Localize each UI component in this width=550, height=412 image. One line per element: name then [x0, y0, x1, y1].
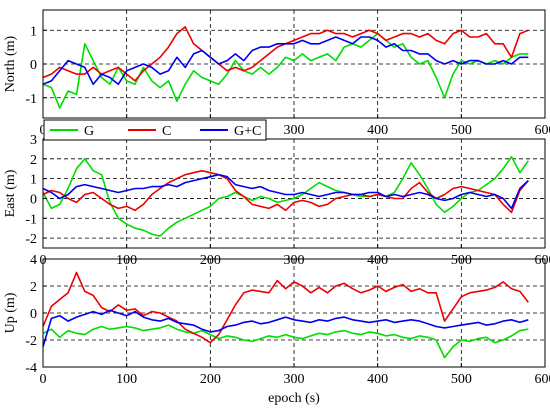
panel-1-ylabel: North (m) [3, 35, 18, 92]
panel-1-xtick-label: 600 [535, 123, 550, 138]
legend-label-g: G [84, 124, 94, 139]
panel-2-xtick-label: 600 [535, 253, 550, 268]
panel-1-xtick-label: 0 [40, 123, 47, 138]
panel-3-xtick-label: 500 [451, 372, 472, 387]
panel-1-xtick-label: 300 [284, 123, 305, 138]
panel-1-series-g [42, 32, 529, 109]
legend-label-c: C [162, 124, 171, 139]
legend-label-gplusc: G+C [234, 124, 261, 139]
panel-3-series-c [42, 271, 529, 344]
panel-3-ytick-label: 0 [30, 307, 37, 322]
panel-2-ylabel: East (m) [3, 169, 18, 217]
panel-2-series-c [42, 169, 529, 214]
panel-3-xtick-label: 300 [284, 372, 305, 387]
panel-2-ytick-label: -1 [25, 212, 37, 227]
panel-3-ytick-label: -4 [25, 361, 37, 376]
panel-3-ylabel: Up (m) [3, 292, 18, 333]
panel-1-ytick-label: -1 [25, 92, 37, 107]
panel-3-ytick-label: 4 [30, 253, 37, 268]
panel-2-series-gplusc [42, 173, 529, 210]
panel-1-ytick-label: 0 [30, 58, 37, 73]
panel-2-ytick-label: 1 [30, 173, 37, 188]
panel-3-xtick-label: 600 [535, 372, 550, 387]
panel-3-ytick-label: -2 [25, 334, 37, 349]
panel-3-xtick-label: 100 [116, 372, 137, 387]
panel-3-xtick-label: 0 [40, 372, 47, 387]
panel-1-xtick-label: 400 [367, 123, 388, 138]
panel-2-series-g [42, 156, 529, 237]
panel-2-ytick-label: 3 [30, 133, 37, 148]
panel-1-ytick-label: 1 [30, 24, 37, 39]
panel-1-xtick-label: 500 [451, 123, 472, 138]
xlabel: epoch (s) [268, 391, 320, 406]
panel-2-ytick-label: 2 [30, 153, 37, 168]
panel-3-series-g [42, 324, 529, 359]
panel-2-ytick-label: -2 [25, 232, 37, 247]
panel-3-xtick-label: 200 [200, 372, 221, 387]
panel-3-ytick-label: 2 [30, 280, 37, 295]
panel-3-series-gplusc [42, 309, 529, 348]
panel-2-ytick-label: 0 [30, 192, 37, 207]
panel-1-series-gplusc [42, 36, 529, 86]
panel-3-xtick-label: 400 [367, 372, 388, 387]
